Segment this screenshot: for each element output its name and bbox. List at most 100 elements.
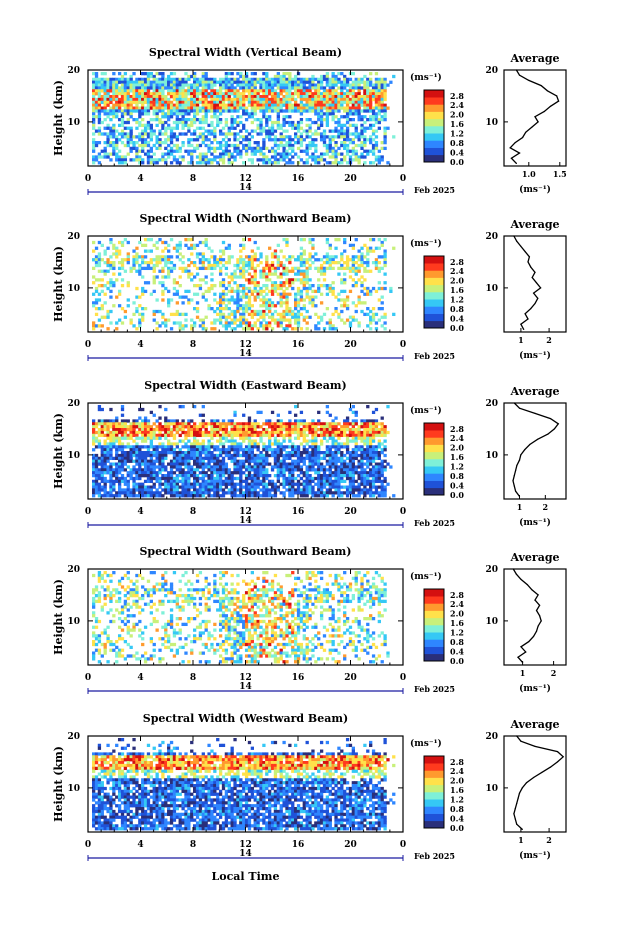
heatmap-cell <box>343 298 347 302</box>
heatmap-cell <box>227 312 231 317</box>
heatmap-cell <box>239 80 243 84</box>
heatmap-cell <box>233 413 237 417</box>
heatmap-cell <box>250 324 254 328</box>
heatmap-cell <box>340 161 344 165</box>
heatmap-cell <box>325 135 330 139</box>
heatmap-cell <box>288 321 292 325</box>
heatmap-cell <box>224 132 229 136</box>
heatmap-cell <box>233 158 237 162</box>
heatmap-cell <box>216 307 220 311</box>
heatmap-cell <box>123 482 128 486</box>
heatmap-cell <box>270 252 275 256</box>
heatmap-cell <box>146 155 151 159</box>
heatmap-cell <box>291 266 295 271</box>
heatmap-cell <box>247 301 252 305</box>
heatmap-cell <box>210 445 214 449</box>
heatmap-cell <box>138 95 142 99</box>
heatmap-cell <box>201 324 205 328</box>
heatmap-cell <box>314 103 318 107</box>
heatmap-cell <box>117 465 122 469</box>
heatmap-cell <box>109 255 113 259</box>
heatmap-cell <box>103 152 107 156</box>
heatmap-cell <box>311 284 315 288</box>
heatmap-cell <box>233 309 237 314</box>
heatmap-cell <box>155 109 159 113</box>
heatmap-cell <box>282 115 286 119</box>
heatmap-cell <box>308 103 312 107</box>
heatmap-cell <box>224 422 229 426</box>
heatmap-cell <box>328 327 332 331</box>
heatmap-cell <box>126 152 130 156</box>
heatmap-cell <box>210 161 214 165</box>
heatmap-cell <box>132 451 136 455</box>
heatmap-cell <box>169 445 174 449</box>
heatmap-cell <box>126 261 130 265</box>
heatmap-cell <box>230 482 234 486</box>
heatmap-cell <box>322 118 327 122</box>
heatmap-cell <box>126 298 130 302</box>
heatmap-cell <box>155 135 159 139</box>
heatmap-cell <box>386 161 390 165</box>
heatmap-cell <box>247 272 252 276</box>
heatmap-cell <box>120 453 125 458</box>
heatmap-cell <box>146 494 151 498</box>
heatmap-cell <box>265 158 269 162</box>
heatmap-cell <box>117 72 122 76</box>
heatmap-cell <box>158 428 162 432</box>
heatmap-cell <box>366 246 370 250</box>
heatmap-cell <box>224 97 229 102</box>
heatmap-cell <box>117 488 122 492</box>
heatmap-cell <box>138 86 142 90</box>
heatmap-cell <box>337 238 341 242</box>
heatmap-cell <box>285 281 289 285</box>
heatmap-cell <box>141 459 145 463</box>
heatmap-cell <box>213 476 217 481</box>
heatmap-cell <box>141 77 145 82</box>
heatmap-cell <box>92 456 96 461</box>
heatmap-cell <box>308 284 312 288</box>
heatmap-cell <box>302 263 306 268</box>
heatmap-cell <box>161 103 165 107</box>
heatmap-cell <box>319 106 324 110</box>
heatmap-cell <box>377 298 381 302</box>
heatmap-cell <box>360 135 364 139</box>
heatmap-cell <box>250 430 254 435</box>
heatmap-cell <box>328 289 332 294</box>
heatmap-cell <box>247 327 252 331</box>
heatmap-cell <box>201 462 205 466</box>
heatmap-cell <box>198 92 203 96</box>
heatmap-cell <box>276 74 280 79</box>
heatmap-cell <box>285 307 289 311</box>
heatmap-cell <box>112 129 116 133</box>
heatmap-cell <box>354 152 358 156</box>
heatmap-cell <box>369 109 373 113</box>
heatmap-cell <box>256 410 260 415</box>
heatmap-cell <box>175 100 179 105</box>
heatmap-cell <box>299 289 304 294</box>
heatmap-cell <box>279 284 283 288</box>
heatmap-cell <box>282 86 286 90</box>
heatmap-cell <box>169 126 174 130</box>
heatmap-cell <box>115 468 119 472</box>
heatmap-cell <box>227 324 231 328</box>
heatmap-cell <box>141 138 145 142</box>
heatmap-cell <box>175 83 179 87</box>
heatmap-cell <box>302 77 306 82</box>
heatmap-cell <box>319 80 324 84</box>
heatmap-cell <box>247 491 252 495</box>
heatmap-cell <box>112 482 116 486</box>
heatmap-cell <box>120 405 125 409</box>
heatmap-cell <box>239 272 243 276</box>
heatmap-cell <box>172 471 177 475</box>
heatmap-cell <box>262 126 266 130</box>
heatmap-cell <box>198 258 203 262</box>
heatmap-cell <box>132 491 136 495</box>
heatmap-cell <box>181 89 185 93</box>
heatmap-cell <box>276 258 280 262</box>
heatmap-cell <box>276 109 280 113</box>
heatmap-cell <box>213 428 217 432</box>
heatmap-cell <box>242 318 246 322</box>
heatmap-cell <box>253 312 257 317</box>
heatmap-cell <box>244 295 249 299</box>
heatmap-cell <box>167 97 171 102</box>
